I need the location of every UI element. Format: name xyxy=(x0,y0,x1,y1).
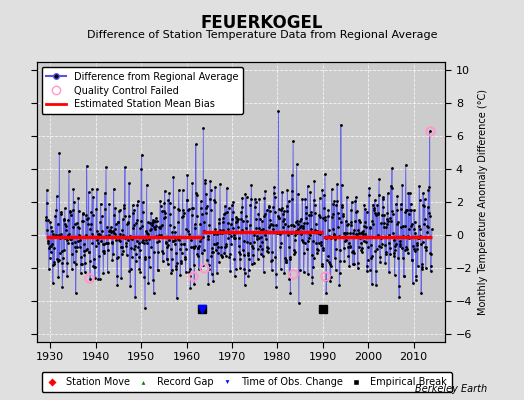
Text: Berkeley Earth: Berkeley Earth xyxy=(415,384,487,394)
Y-axis label: Monthly Temperature Anomaly Difference (°C): Monthly Temperature Anomaly Difference (… xyxy=(478,89,488,315)
Text: FEUERKOGEL: FEUERKOGEL xyxy=(201,14,323,32)
Text: Difference of Station Temperature Data from Regional Average: Difference of Station Temperature Data f… xyxy=(87,30,437,40)
Legend: Station Move, Record Gap, Time of Obs. Change, Empirical Break: Station Move, Record Gap, Time of Obs. C… xyxy=(41,372,452,392)
